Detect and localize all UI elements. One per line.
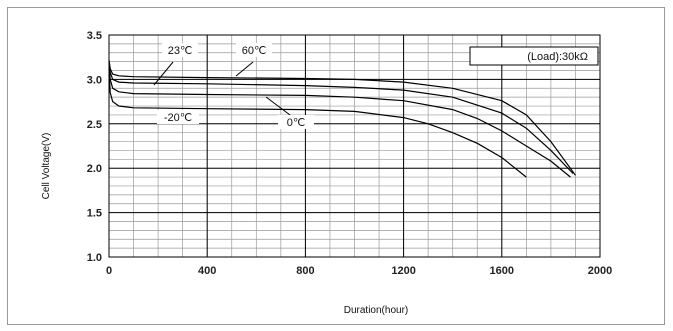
- series-layer: [108, 59, 576, 178]
- y-tick-label: 2.0: [87, 163, 102, 175]
- y-axis-title: Cell Voltage(V): [41, 133, 52, 200]
- y-axis-title-background: [38, 121, 52, 211]
- series-line-23: [108, 61, 574, 174]
- y-tick-label: 1.5: [87, 208, 102, 220]
- annotation-label: 60℃: [242, 45, 267, 57]
- annotation-label: 0℃: [287, 117, 305, 129]
- x-axis-title-background: [326, 284, 424, 318]
- tick-labels: 0 400 800 1200 1600 2000 1.0 1.5 2.0 2.5 3.0 3.5: [87, 30, 613, 277]
- x-tick-label: 400: [198, 265, 216, 277]
- x-axis-title-group: Duration(hour): [326, 284, 424, 318]
- x-tick-label: 1200: [391, 265, 415, 277]
- annotation-leader: [235, 61, 254, 77]
- y-tick-label: 3.5: [87, 30, 102, 42]
- annotation-background: [278, 115, 314, 129]
- series-line-20: [108, 68, 527, 178]
- y-axis-title-group: Cell Voltage(V): [38, 121, 52, 211]
- chart-frame: 23℃ 60℃ -20℃ 0℃ 0 400 800 1200 1600 2000 1.0 1.5 2.…: [7, 7, 665, 325]
- x-tick-label: 800: [296, 265, 314, 277]
- y-tick-label: 2.5: [87, 119, 102, 131]
- annotation-label: -20℃: [164, 112, 192, 124]
- series-line-0: [108, 63, 571, 178]
- annotation-leader: [153, 61, 174, 86]
- voltage-chart: 23℃ 60℃ -20℃ 0℃ 0 400 800 1200 1600 2000 1.0 1.5 2.…: [38, 30, 613, 318]
- annotation-label: 23℃: [168, 45, 193, 57]
- legend-box: (Load):30kΩ: [469, 46, 599, 66]
- annotation-background: [162, 43, 198, 57]
- x-tick-label: 2000: [588, 265, 612, 277]
- x-tick-label: 1600: [490, 265, 514, 277]
- y-tick-label: 3.0: [87, 74, 102, 86]
- legend-label: (Load):30kΩ: [527, 51, 588, 63]
- legend-border: [469, 46, 599, 66]
- annotation-background: [157, 110, 199, 124]
- x-axis-title: Duration(hour): [344, 305, 408, 316]
- x-tick-label: 0: [106, 265, 112, 277]
- annotation-background: [236, 43, 272, 57]
- series-line-60: [108, 59, 576, 176]
- annotation-layer: 23℃ 60℃ -20℃ 0℃: [153, 43, 314, 129]
- y-tick-label: 1.0: [87, 252, 102, 264]
